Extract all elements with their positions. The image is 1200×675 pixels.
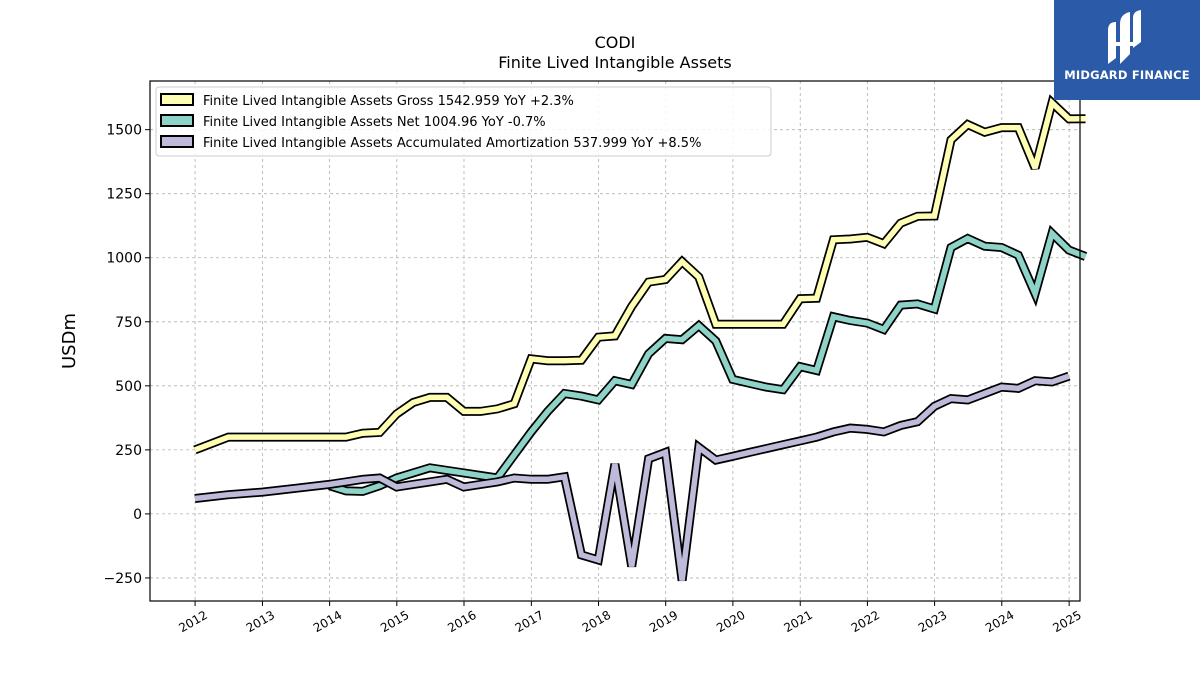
y-tick-label: 1250 [106, 187, 142, 203]
series-1-line [328, 224, 1088, 496]
x-tick-label: 2015 [378, 608, 411, 635]
y-axis-label: USDm [59, 313, 80, 369]
plot-frame [149, 80, 1081, 602]
series-0-line [193, 94, 1086, 455]
logo-brand-text: MIDGARD FINANCE [1064, 68, 1190, 82]
x-tick-label: 2012 [176, 608, 209, 635]
y-tick-label: 500 [115, 379, 142, 395]
grid-lines [150, 81, 1080, 601]
series-core [194, 373, 1070, 581]
y-tick-label: 1000 [106, 251, 142, 267]
logo-mark-icon [1108, 10, 1141, 64]
y-tick-label: 250 [115, 443, 142, 459]
x-tick-label: 2024 [983, 608, 1016, 635]
y-tick-label: −250 [104, 571, 142, 587]
x-tick-label: 2020 [714, 608, 747, 635]
legend-swatch [160, 135, 194, 148]
series-2-line [194, 371, 1071, 582]
legend-entry: Finite Lived Intangible Assets Accumulat… [203, 136, 701, 151]
x-tick-label: 2017 [513, 608, 546, 635]
x-tick-label: 2019 [647, 608, 680, 635]
x-tick-label: 2025 [1050, 608, 1083, 635]
series-lines [193, 94, 1088, 582]
y-tick-label: 750 [115, 315, 142, 331]
x-tick-label: 2014 [311, 608, 344, 635]
chart-subtitle: Finite Lived Intangible Assets [498, 53, 731, 72]
legend-swatch [160, 93, 194, 106]
y-axis: −250 0 250 500 750 1000 1250 1500 [104, 123, 150, 587]
x-axis: 2012 2013 2014 2015 2016 2017 2018 2019 2020 2021… [176, 601, 1084, 635]
legend-entry: Finite Lived Intangible Assets Net 1004.… [203, 115, 546, 130]
x-tick-label: 2018 [580, 608, 613, 635]
legend-entry: Finite Lived Intangible Assets Gross 154… [203, 94, 574, 109]
series-core [193, 97, 1086, 453]
legend-box [155, 86, 772, 157]
y-tick-label: 0 [133, 507, 142, 523]
x-tick-label: 2013 [244, 608, 277, 635]
series-core [328, 228, 1087, 495]
legend-swatch [160, 114, 194, 127]
x-tick-label: 2023 [916, 608, 949, 635]
legend: Finite Lived Intangible Assets Gross 154… [155, 86, 772, 157]
chart-title: CODI [595, 33, 636, 52]
brand-logo: MIDGARD FINANCE [1054, 0, 1200, 100]
y-tick-label: 1500 [106, 123, 142, 139]
x-tick-label: 2021 [782, 608, 815, 635]
x-tick-label: 2022 [849, 608, 882, 635]
x-tick-label: 2016 [445, 608, 478, 635]
